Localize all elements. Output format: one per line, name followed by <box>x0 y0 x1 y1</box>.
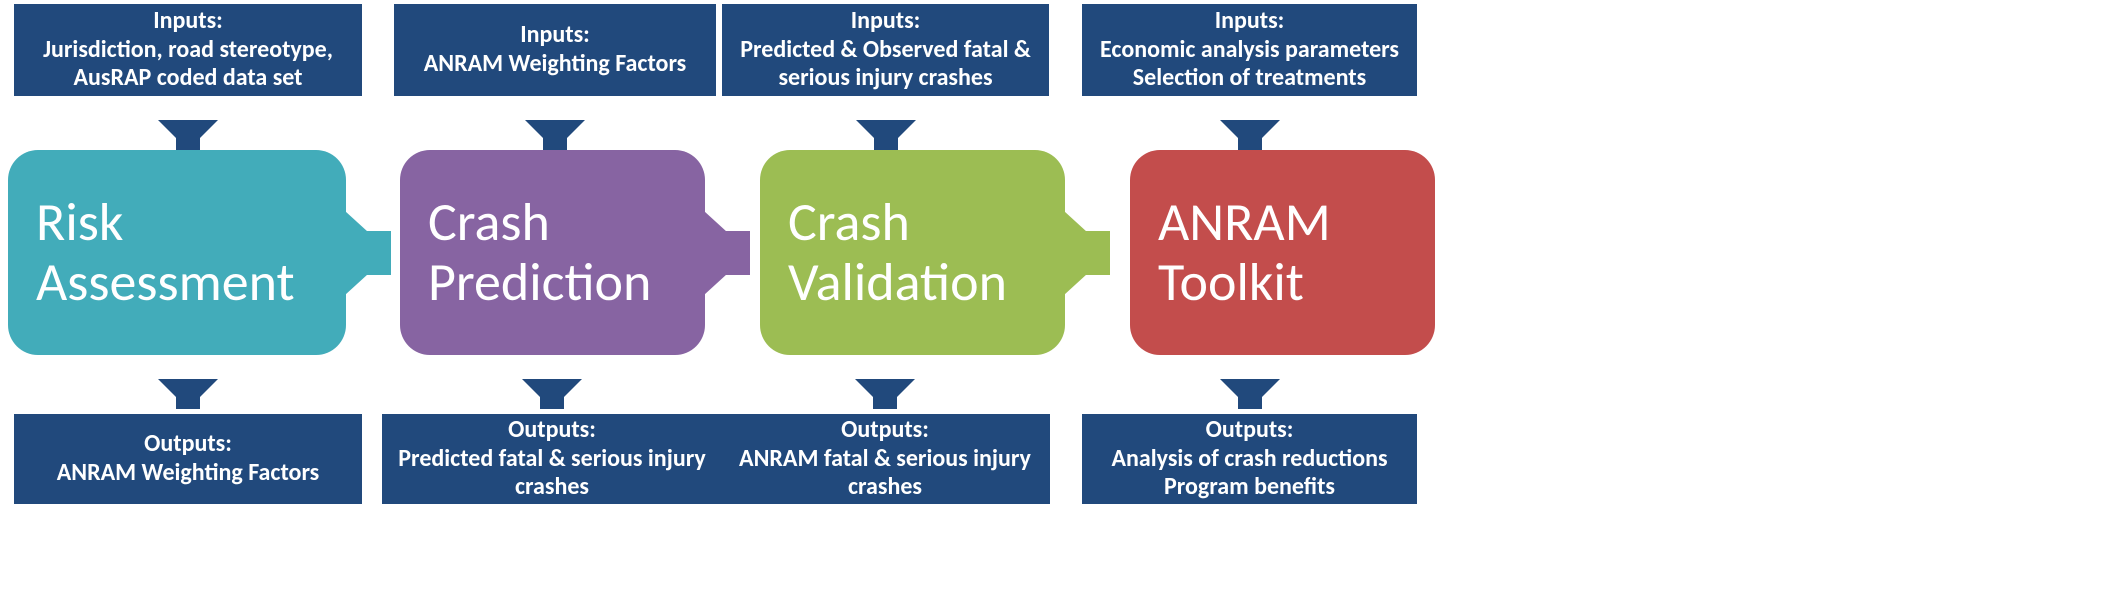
output-box: Outputs:Analysis of crash reductionsProg… <box>1082 414 1417 504</box>
main-label-1: Crash <box>428 193 550 252</box>
output-line2: crashes <box>515 473 589 502</box>
input-line2: AusRAP coded data set <box>73 64 302 93</box>
main-label-2: Assessment <box>36 253 295 312</box>
input-title: Inputs: <box>520 21 590 50</box>
output-line1: Analysis of crash reductions <box>1111 445 1387 474</box>
output-line1: Predicted fatal & serious injury <box>398 445 705 474</box>
input-line2: serious injury crashes <box>778 64 992 93</box>
input-title: Inputs: <box>1215 7 1285 36</box>
input-box: Inputs:ANRAM Weighting Factors <box>394 4 716 96</box>
main-label-2: Prediction <box>428 253 651 312</box>
input-line1: ANRAM Weighting Factors <box>424 50 687 79</box>
stage-anram-toolkit: Inputs:Economic analysis parametersSelec… <box>1060 0 1440 614</box>
stage-crash-prediction: Inputs:ANRAM Weighting FactorsCrashPredi… <box>360 0 720 614</box>
output-line2: crashes <box>848 473 922 502</box>
main-label-2: Toolkit <box>1158 253 1304 312</box>
arrow-main-to-output <box>855 379 915 409</box>
input-line1: Jurisdiction, road stereotype, <box>43 36 333 65</box>
input-title: Inputs: <box>153 7 223 36</box>
main-box-crash-validation: CrashValidation <box>760 150 1065 355</box>
arrow-input-to-main <box>856 120 916 150</box>
arrow-main-to-output <box>1220 379 1280 409</box>
main-label-2: Validation <box>788 253 1007 312</box>
main-label-1: Risk <box>36 193 123 252</box>
output-line1: ANRAM fatal & serious injury <box>739 445 1031 474</box>
arrow-input-to-main <box>525 120 585 150</box>
main-label-1: ANRAM <box>1158 193 1331 252</box>
output-box: Outputs:Predicted fatal & serious injury… <box>382 414 722 504</box>
input-line2: Selection of treatments <box>1133 64 1366 93</box>
input-line1: Economic analysis parameters <box>1100 36 1399 65</box>
main-label-1: Crash <box>788 193 910 252</box>
input-box: Inputs:Predicted & Observed fatal &serio… <box>722 4 1049 96</box>
stage-crash-validation: Inputs:Predicted & Observed fatal &serio… <box>700 0 1070 614</box>
output-line2: Program benefits <box>1164 473 1335 502</box>
arrow-input-to-main <box>158 120 218 150</box>
output-title: Outputs: <box>144 430 232 459</box>
main-box-risk-assessment: RiskAssessment <box>8 150 346 355</box>
arrow-main-to-output <box>522 379 582 409</box>
output-box: Outputs:ANRAM Weighting Factors <box>14 414 362 504</box>
output-title: Outputs: <box>1206 416 1294 445</box>
arrow-main-to-output <box>158 379 218 409</box>
input-box: Inputs:Jurisdiction, road stereotype,Aus… <box>14 4 362 96</box>
stage-risk-assessment: Inputs:Jurisdiction, road stereotype,Aus… <box>0 0 364 614</box>
main-box-anram-toolkit: ANRAMToolkit <box>1130 150 1435 355</box>
input-title: Inputs: <box>851 7 921 36</box>
output-title: Outputs: <box>841 416 929 445</box>
output-title: Outputs: <box>508 416 596 445</box>
input-line1: Predicted & Observed fatal & <box>740 36 1031 65</box>
arrow-input-to-main <box>1220 120 1280 150</box>
output-box: Outputs:ANRAM fatal & serious injurycras… <box>720 414 1050 504</box>
input-box: Inputs:Economic analysis parametersSelec… <box>1082 4 1417 96</box>
output-line1: ANRAM Weighting Factors <box>57 459 320 488</box>
main-box-crash-prediction: CrashPrediction <box>400 150 705 355</box>
